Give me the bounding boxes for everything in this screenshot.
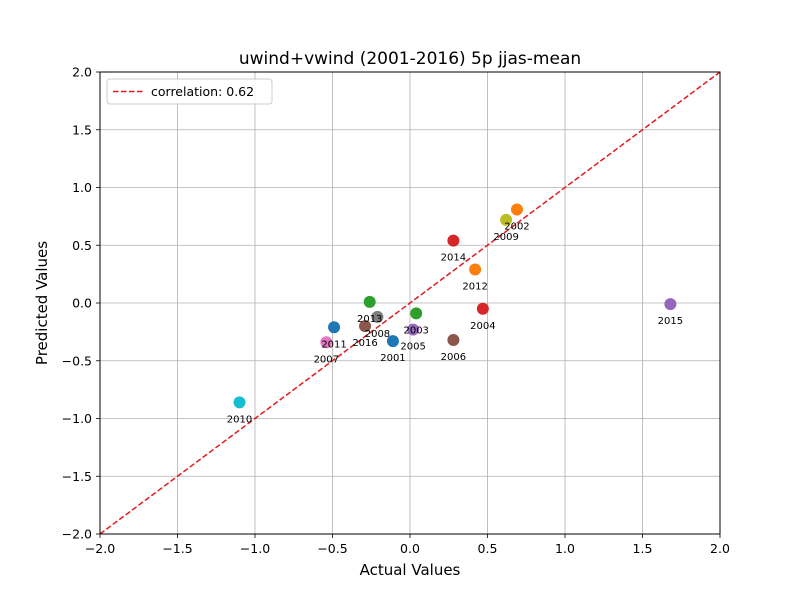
chart-title: uwind+vwind (2001-2016) 5p jjas-mean xyxy=(239,49,581,69)
point-label-2002: 2002 xyxy=(504,221,529,232)
point-labels-group: 2001 2002 2003 2004 2005 2006 2007 2008 2009 2010… xyxy=(227,221,683,425)
y-tick-label: −0.5 xyxy=(62,353,92,368)
x-ticks: −2.0 −1.5 −1.0 −0.5 0.0 0.5 1.0 1.5 2.0 xyxy=(85,534,730,556)
data-point-2011 xyxy=(328,321,341,334)
data-point-2003 xyxy=(410,307,423,320)
grid xyxy=(99,71,721,535)
data-point-2014 xyxy=(447,234,460,247)
point-label-2012: 2012 xyxy=(462,282,487,293)
y-axis-label: Predicted Values xyxy=(33,241,51,365)
point-label-2013: 2013 xyxy=(357,314,382,325)
x-tick-label: 0.5 xyxy=(478,541,498,556)
data-point-2012 xyxy=(469,263,482,276)
point-label-2014: 2014 xyxy=(441,253,466,264)
y-tick-label: −1.5 xyxy=(62,469,92,484)
y-tick-label: 0.5 xyxy=(72,238,92,253)
point-label-2007: 2007 xyxy=(314,354,339,365)
point-label-2004: 2004 xyxy=(470,321,495,332)
x-tick-label: −1.0 xyxy=(240,541,270,556)
y-tick-label: 0.0 xyxy=(72,296,92,311)
point-label-2001: 2001 xyxy=(380,353,405,364)
point-label-2016: 2016 xyxy=(352,338,377,349)
legend-label: correlation: 0.62 xyxy=(151,84,254,99)
x-tick-label: −1.5 xyxy=(162,541,192,556)
data-point-2001 xyxy=(386,335,399,348)
legend: correlation: 0.62 xyxy=(106,78,273,105)
y-tick-label: 2.0 xyxy=(72,65,92,80)
y-tick-label: 1.5 xyxy=(72,122,92,137)
data-point-2009 xyxy=(500,213,513,226)
data-point-2006 xyxy=(447,333,460,346)
data-point-2005 xyxy=(407,323,420,336)
data-point-2004 xyxy=(476,302,489,315)
legend-box xyxy=(106,78,273,105)
data-point-2015 xyxy=(664,298,677,311)
x-tick-label: 2.0 xyxy=(710,541,730,556)
data-point-2008 xyxy=(371,310,384,323)
x-tick-label: 1.5 xyxy=(633,541,653,556)
y-ticks: −2.0 −1.5 −1.0 −0.5 0.0 0.5 1.0 1.5 2.0 xyxy=(62,65,100,542)
reference-line-group xyxy=(99,71,721,535)
x-tick-label: 1.0 xyxy=(555,541,575,556)
y-tick-label: 1.0 xyxy=(72,180,92,195)
point-label-2009: 2009 xyxy=(493,232,518,243)
x-tick-label: −2.0 xyxy=(85,541,115,556)
point-label-2003: 2003 xyxy=(403,325,428,336)
point-label-2008: 2008 xyxy=(365,329,390,340)
y-tick-label: −2.0 xyxy=(62,527,92,542)
data-point-2016 xyxy=(359,320,372,333)
x-tick-label: −0.5 xyxy=(317,541,347,556)
point-label-2005: 2005 xyxy=(400,342,425,353)
x-axis-label: Actual Values xyxy=(360,561,461,579)
data-point-2013 xyxy=(363,295,376,308)
point-label-2011: 2011 xyxy=(321,339,346,350)
point-label-2010: 2010 xyxy=(227,414,252,425)
y-tick-label: −1.0 xyxy=(62,411,92,426)
point-label-2006: 2006 xyxy=(441,352,466,363)
points-group xyxy=(233,203,677,409)
data-point-2007 xyxy=(320,336,333,349)
point-label-2015: 2015 xyxy=(658,316,683,327)
data-point-2010 xyxy=(233,396,246,409)
correlation-reference-line xyxy=(99,71,721,535)
x-tick-label: 0.0 xyxy=(400,541,420,556)
data-point-2002 xyxy=(510,203,523,216)
